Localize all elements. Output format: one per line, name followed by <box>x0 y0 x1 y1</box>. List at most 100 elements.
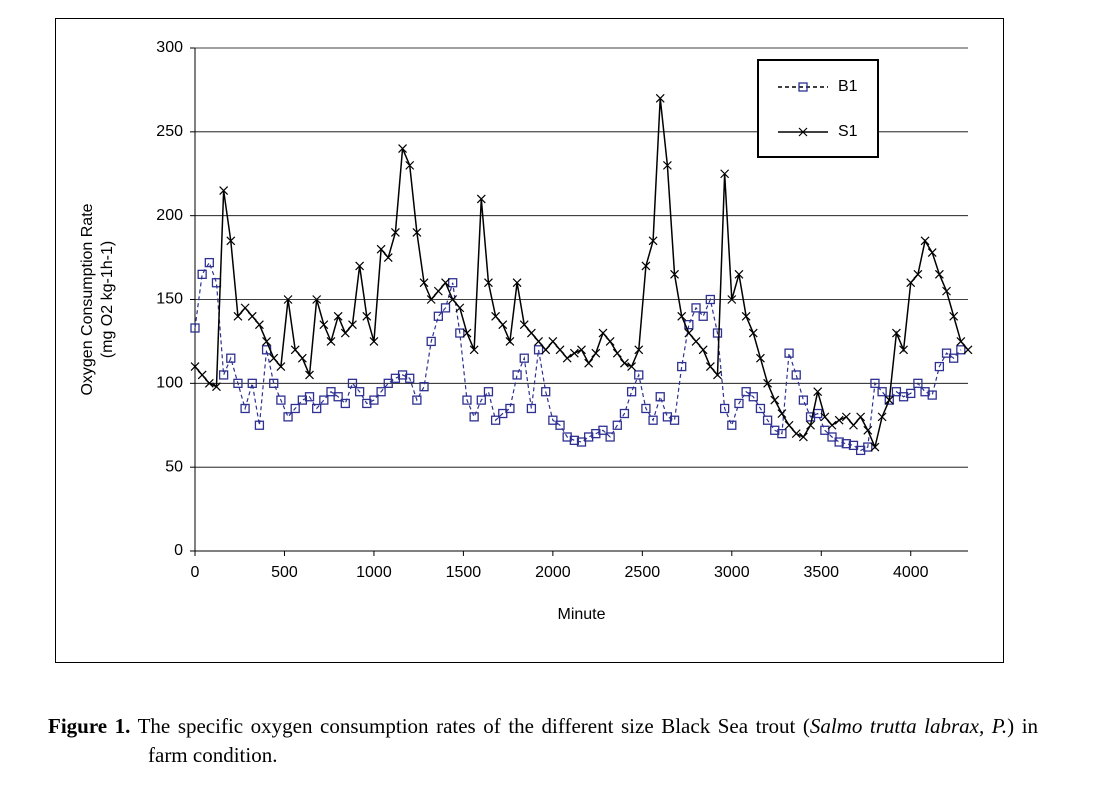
marker <box>354 387 365 397</box>
marker <box>326 387 336 397</box>
marker <box>705 294 715 305</box>
marker <box>426 295 436 304</box>
legend: B1 S1 <box>757 59 879 158</box>
marker <box>848 440 859 451</box>
x-tick-label: 4000 <box>893 564 929 581</box>
marker <box>348 320 357 330</box>
marker <box>283 295 293 304</box>
marker <box>405 160 415 170</box>
marker <box>276 395 286 405</box>
marker <box>512 370 522 380</box>
marker <box>340 328 350 338</box>
marker <box>906 278 916 288</box>
marker <box>662 160 672 170</box>
marker <box>376 244 386 254</box>
marker <box>455 303 465 313</box>
marker <box>748 328 758 338</box>
marker <box>827 420 837 430</box>
legend-label: S1 <box>838 123 858 140</box>
y-tick-label: 200 <box>156 207 183 224</box>
marker <box>927 390 937 400</box>
legend-box <box>757 59 879 158</box>
caption-text: ) in farm condition. <box>148 714 1039 767</box>
marker <box>533 345 544 355</box>
marker <box>226 236 236 246</box>
marker <box>526 403 537 414</box>
marker <box>770 395 780 405</box>
marker <box>691 303 701 313</box>
marker <box>963 345 973 355</box>
marker <box>620 358 629 368</box>
marker <box>469 412 479 422</box>
y-tick-label: 150 <box>156 291 183 308</box>
marker <box>634 345 644 355</box>
marker <box>626 387 637 397</box>
marker <box>555 420 565 430</box>
marker <box>849 420 858 430</box>
marker <box>798 395 809 405</box>
marker <box>369 395 379 405</box>
marker <box>441 278 450 288</box>
y-axis-title: (mg O2 kg-1h-1) <box>99 241 116 358</box>
marker <box>369 336 379 346</box>
marker <box>748 392 758 402</box>
marker <box>705 362 715 371</box>
x-tick-label: 3000 <box>714 564 750 581</box>
y-axis-title: Oxygen Consumption Rate <box>79 203 96 395</box>
marker <box>448 295 458 304</box>
marker <box>791 370 801 380</box>
marker <box>877 387 887 397</box>
y-tick-label: 250 <box>156 123 183 140</box>
marker <box>741 311 751 321</box>
marker <box>834 415 844 425</box>
marker <box>641 403 651 414</box>
marker <box>841 439 851 449</box>
marker <box>534 336 543 346</box>
marker <box>798 127 808 137</box>
marker <box>684 328 694 338</box>
marker <box>827 432 837 442</box>
marker <box>269 378 279 388</box>
marker <box>612 420 622 430</box>
marker <box>820 412 830 422</box>
marker <box>412 395 422 405</box>
chart-frame <box>55 18 1004 663</box>
marker <box>634 370 644 380</box>
marker <box>777 409 787 418</box>
marker <box>949 353 959 363</box>
marker <box>491 311 501 321</box>
marker <box>448 278 458 288</box>
caption-species: Salmo trutta labrax, P. <box>809 714 1008 738</box>
marker <box>576 437 587 447</box>
x-tick-label: 3500 <box>803 564 839 581</box>
marker <box>612 348 622 358</box>
marker <box>304 392 315 402</box>
marker <box>212 382 221 392</box>
marker <box>791 429 801 439</box>
marker <box>340 398 350 409</box>
marker <box>619 408 630 419</box>
marker <box>247 311 257 321</box>
marker <box>892 328 901 338</box>
marker <box>319 320 329 330</box>
marker <box>720 169 730 179</box>
marker <box>398 144 407 154</box>
marker <box>290 403 300 414</box>
marker <box>505 336 515 346</box>
marker <box>355 261 365 271</box>
marker <box>648 236 658 246</box>
marker <box>655 93 665 103</box>
x-tick-label: 1500 <box>446 564 482 581</box>
marker <box>713 370 722 380</box>
marker <box>254 420 265 430</box>
marker <box>584 358 594 368</box>
marker <box>290 345 300 355</box>
marker <box>462 328 472 338</box>
marker <box>934 361 945 372</box>
marker <box>913 269 923 279</box>
marker <box>863 442 873 452</box>
marker <box>677 361 687 372</box>
marker <box>484 278 493 288</box>
marker <box>276 362 286 371</box>
marker <box>870 378 880 388</box>
